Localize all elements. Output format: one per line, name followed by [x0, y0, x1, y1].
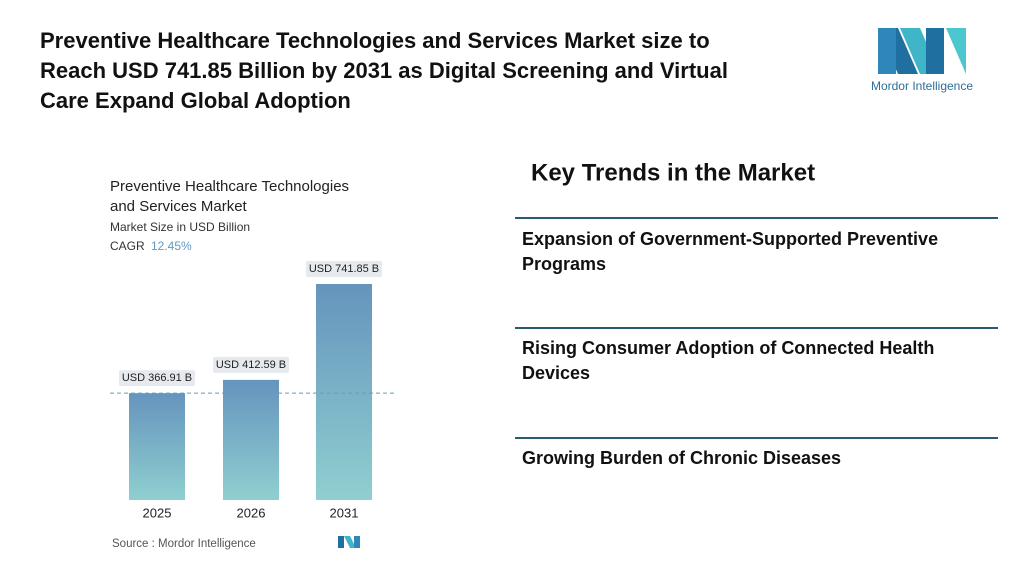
value-label-box [306, 261, 382, 277]
x-tick-label: 2025 [143, 505, 172, 520]
logo: Mordor Intelligence [871, 28, 973, 93]
x-tick-label: 2031 [330, 505, 359, 520]
bar [129, 393, 185, 500]
source: Source : Mordor Intelligence [112, 538, 256, 550]
page-title: Care Expand Global Adoption [40, 88, 351, 113]
bar [316, 284, 372, 500]
trend-item: Programs [522, 254, 606, 274]
value-label: USD 412.59 B [216, 359, 286, 371]
cagr-label: CAGR [110, 239, 145, 253]
source-logo [338, 536, 360, 548]
x-tick-label: 2026 [237, 505, 266, 520]
trend-item: Growing Burden of Chronic Diseases [522, 448, 841, 468]
bar [223, 379, 279, 500]
value-label-box [119, 370, 195, 387]
trend-item: Rising Consumer Adoption of Connected He… [522, 338, 934, 358]
page-title: Preventive Healthcare Technologies and S… [40, 28, 710, 53]
trend-item: Expansion of Government-Supported Preven… [522, 229, 938, 249]
cagr-value: 12.45% [151, 239, 192, 253]
chart-subtitle: Market Size in USD Billion [110, 220, 250, 234]
trends-title: Key Trends in the Market [531, 159, 815, 186]
dividers [515, 217, 998, 439]
chart-title: and Services Market [110, 198, 248, 215]
chart-title: Preventive Healthcare Technologies [110, 178, 349, 195]
page-title: Reach USD 741.85 Billion by 2031 as Digi… [40, 58, 728, 83]
value-label-box [213, 356, 289, 373]
trend-item: Devices [522, 363, 590, 383]
value-label: USD 741.85 B [309, 263, 379, 275]
value-label: USD 366.91 B [122, 372, 192, 384]
logo-text: Mordor Intelligence [871, 79, 973, 93]
